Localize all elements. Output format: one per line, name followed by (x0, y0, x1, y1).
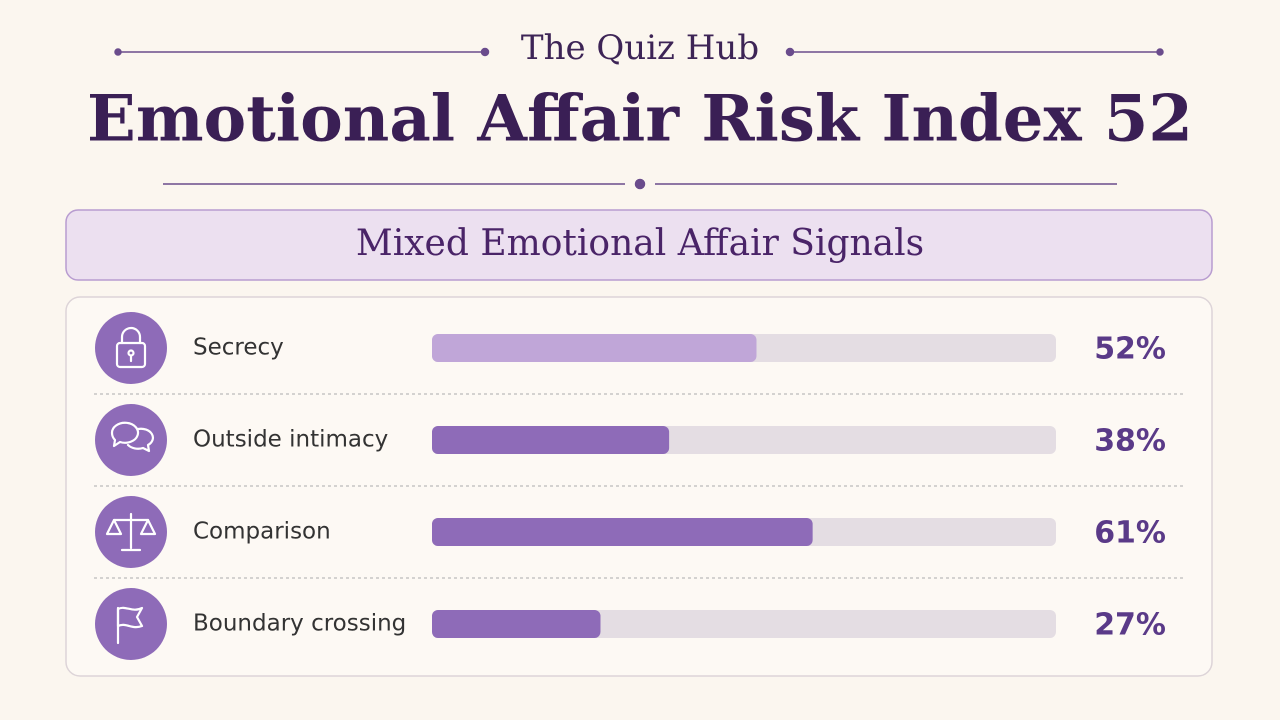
rows: Secrecy 52% Outside intimacy 38% Comparison 6… (193, 332, 1166, 643)
header-ornament (114, 47, 1164, 190)
site-name: The Quiz Hub (521, 28, 759, 68)
category-label: Secrecy (193, 335, 284, 361)
row-dividers (94, 393, 1186, 579)
chart-title: Emotional Affair Risk Index 52 (87, 82, 1193, 157)
subtitle-banner (65, 209, 1213, 281)
category-label: Comparison (193, 519, 331, 545)
value-label: 52% (1094, 332, 1166, 367)
icons (95, 312, 167, 660)
bar (432, 334, 757, 362)
value-label: 27% (1094, 608, 1166, 643)
value-label: 38% (1094, 424, 1166, 459)
category-label: Boundary crossing (193, 611, 406, 637)
bar (432, 426, 670, 454)
panel (65, 296, 1213, 677)
category-label: Outside intimacy (193, 427, 388, 453)
bar (432, 518, 813, 546)
chart-subtitle: Mixed Emotional Affair Signals (356, 223, 924, 264)
value-label: 61% (1094, 516, 1166, 551)
bar (432, 610, 601, 638)
